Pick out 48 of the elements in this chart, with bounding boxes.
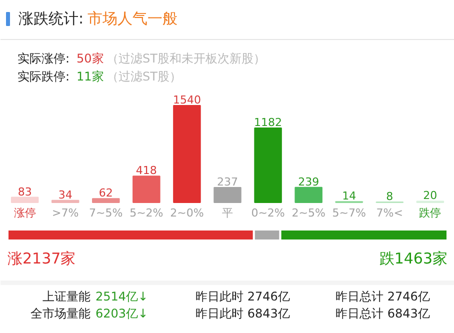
- data-label: 418: [136, 164, 157, 178]
- text: 全市场量能: [30, 306, 90, 320]
- text: 昨日总计 2746亿: [336, 290, 430, 304]
- text: 实际跌停:: [18, 70, 70, 84]
- x-tick-label: >7%: [52, 206, 79, 220]
- data-label: 1182: [254, 116, 282, 130]
- data-label: 239: [298, 175, 320, 188]
- data-label: 34: [58, 188, 72, 202]
- data-label: 14: [342, 190, 356, 203]
- bar: [92, 198, 120, 203]
- data-label: 8: [386, 190, 394, 203]
- text: 50家: [76, 52, 104, 66]
- x-tick-label: 2~0%: [170, 206, 204, 220]
- x-tick-label: 5~2%: [130, 206, 164, 220]
- data-label: 237: [217, 176, 238, 189]
- x-tick-label: 涨停: [14, 206, 36, 220]
- text: 昨日此时 6843亿: [196, 306, 290, 320]
- x-tick-label: 7~5%: [89, 206, 123, 220]
- bar: [214, 187, 242, 203]
- bar: [10, 196, 39, 203]
- x-tick-label: 0~2%: [251, 206, 285, 220]
- bar: [294, 186, 322, 203]
- bar: [173, 104, 201, 203]
- x-tick-label: 2~5%: [292, 206, 326, 220]
- chart-subtitle: 市场人气一般: [88, 10, 178, 28]
- text: 上证量能: [42, 290, 90, 304]
- text: 涨2137家: [8, 250, 76, 268]
- data-label: 1540: [172, 93, 201, 106]
- text: 实际涨停:: [18, 52, 70, 66]
- x-tick-label: 7%<: [376, 206, 403, 220]
- x-tick-label: 平: [222, 206, 233, 220]
- data-label: 62: [98, 186, 113, 200]
- x-tick-label: 5~7%: [332, 206, 366, 220]
- text: （过滤ST股）: [106, 70, 182, 84]
- text: 昨日总计 6843亿: [336, 306, 430, 320]
- data-label: 20: [423, 189, 438, 202]
- text: 2514亿↓: [96, 290, 148, 304]
- text: 6203亿↓: [96, 306, 148, 320]
- text: 跌1463家: [379, 250, 448, 268]
- text: 昨日此时 2746亿: [196, 290, 290, 304]
- bar: [51, 200, 80, 203]
- text: 11家: [76, 70, 104, 84]
- bar: [132, 176, 160, 203]
- chart-title: 涨跌统计:: [18, 10, 84, 28]
- x-tick-label: 跌停: [419, 206, 442, 220]
- data-label: 83: [18, 185, 32, 198]
- bar: [254, 128, 282, 203]
- text: （过滤ST股和未开板次新股）: [106, 52, 266, 66]
